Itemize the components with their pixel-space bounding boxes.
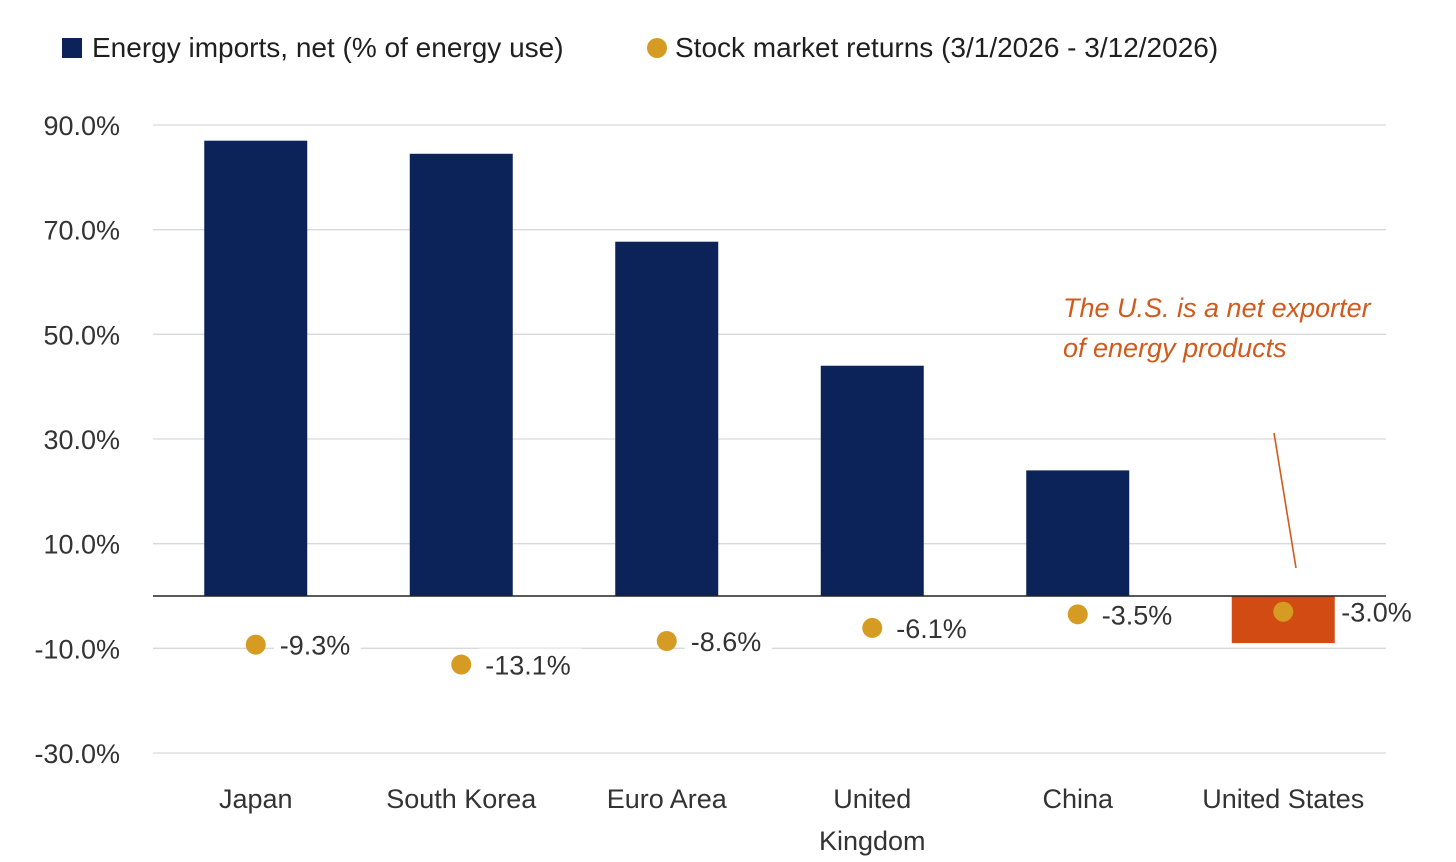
bar-japan bbox=[204, 140, 308, 596]
bar-united-kingdom bbox=[820, 365, 924, 596]
data-label-backing bbox=[684, 625, 772, 658]
data-label-backing bbox=[273, 628, 361, 661]
y-tick-label: 30.0% bbox=[43, 425, 120, 455]
y-tick-label: -10.0% bbox=[34, 634, 120, 664]
legend-dot-swatch bbox=[647, 38, 667, 58]
legend-dot-label: Stock market returns (3/1/2026 - 3/12/20… bbox=[675, 32, 1218, 63]
stock-return-dot bbox=[862, 617, 883, 638]
x-category-label: South Korea bbox=[386, 784, 537, 814]
x-category-label: China bbox=[1042, 784, 1114, 814]
bar-euro-area bbox=[615, 241, 719, 596]
stock-return-label: -9.3% bbox=[280, 631, 351, 661]
bar-south-korea bbox=[409, 153, 513, 597]
y-axis-labels: 90.0% 70.0% 50.0% 30.0% 10.0% -10.0% -30.0% bbox=[34, 111, 120, 769]
stock-return-label: -8.6% bbox=[691, 627, 762, 657]
x-category-label: Japan bbox=[219, 784, 293, 814]
stock-return-dot bbox=[451, 654, 472, 675]
stock-return-label: -3.0% bbox=[1341, 598, 1412, 628]
stock-return-dot bbox=[1067, 604, 1088, 625]
legend: Energy imports, net (% of energy use) St… bbox=[62, 32, 1218, 63]
stock-return-dots bbox=[245, 601, 1294, 675]
annotation-pointer-line bbox=[1273, 432, 1297, 569]
stock-return-label: -3.5% bbox=[1102, 600, 1173, 630]
stock-return-label: -6.1% bbox=[896, 614, 967, 644]
x-axis-labels: Japan South Korea Euro Area United Kingdom Ch… bbox=[219, 784, 1364, 856]
x-category-label: Euro Area bbox=[607, 784, 728, 814]
stock-return-dot bbox=[656, 631, 677, 652]
data-label-backing bbox=[479, 648, 582, 681]
y-tick-label: 50.0% bbox=[43, 320, 120, 350]
stock-return-dot bbox=[245, 634, 266, 655]
legend-bar-label: Energy imports, net (% of energy use) bbox=[92, 32, 564, 63]
stock-return-label: -13.1% bbox=[485, 651, 571, 681]
annotation-text-line-1: The U.S. is a net exporter bbox=[1063, 293, 1372, 323]
bar-china bbox=[1026, 470, 1130, 596]
x-category-label: Kingdom bbox=[819, 826, 926, 856]
y-tick-label: -30.0% bbox=[34, 739, 120, 769]
x-category-label: United States bbox=[1202, 784, 1364, 814]
y-tick-label: 10.0% bbox=[43, 530, 120, 560]
annotation: The U.S. is a net exporter of energy pro… bbox=[1063, 293, 1372, 569]
annotation-text-line-2: of energy products bbox=[1063, 333, 1287, 363]
legend-bar-swatch bbox=[62, 38, 82, 58]
y-tick-label: 90.0% bbox=[43, 111, 120, 141]
data-label-backing bbox=[1095, 598, 1183, 631]
bars bbox=[204, 140, 1335, 644]
data-label-backing bbox=[890, 611, 978, 644]
stock-return-dot bbox=[1273, 601, 1294, 622]
x-category-label: United bbox=[833, 784, 911, 814]
stock-return-labels: -9.3% -13.1% -8.6% -6.1% -3.5% -3.0% bbox=[273, 598, 1412, 681]
y-tick-label: 70.0% bbox=[43, 216, 120, 246]
